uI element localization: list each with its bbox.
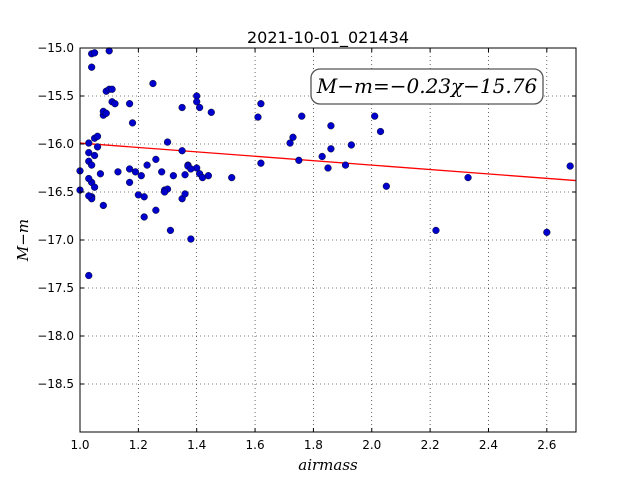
data-point xyxy=(140,213,148,221)
data-point xyxy=(432,226,440,235)
data-point xyxy=(178,147,186,155)
axis-ticks: 1.0 1.2 1.4 1.6 1.8 2.0 2.2 2.4 2.6 −15.0 −15.5 −16… xyxy=(37,41,576,452)
y-tick-label: −15.5 xyxy=(37,89,74,103)
data-point xyxy=(114,168,122,176)
y-tick-label: −18.0 xyxy=(37,329,74,343)
data-point xyxy=(128,119,137,127)
data-point xyxy=(131,168,140,176)
data-point xyxy=(102,109,110,117)
data-point xyxy=(324,164,332,172)
data-point xyxy=(85,149,93,157)
data-point xyxy=(543,228,551,236)
x-tick-label: 1.0 xyxy=(70,438,89,452)
x-tick-label: 1.2 xyxy=(129,438,148,452)
data-point xyxy=(566,162,574,170)
data-point xyxy=(93,143,102,151)
y-tick-label: −15.0 xyxy=(37,41,74,55)
data-point xyxy=(289,133,297,141)
data-point xyxy=(318,152,326,161)
y-tick-label: −18.5 xyxy=(37,377,74,391)
data-point xyxy=(254,113,262,121)
data-point xyxy=(88,63,96,71)
data-point xyxy=(85,174,93,183)
data-point xyxy=(464,174,472,182)
data-point xyxy=(152,206,160,214)
data-point xyxy=(163,138,172,146)
data-point xyxy=(96,170,105,178)
data-point xyxy=(382,182,390,190)
data-point xyxy=(193,98,201,106)
data-point xyxy=(257,159,265,167)
data-point xyxy=(295,156,303,164)
data-point xyxy=(99,201,107,210)
x-tick-label: 2.2 xyxy=(421,438,440,452)
y-tick-label: −17.0 xyxy=(37,233,74,247)
y-tick-label: −16.0 xyxy=(37,137,74,151)
data-point xyxy=(341,161,350,169)
fit-equation-box: M−m=−0.23χ−15.76 xyxy=(310,68,544,105)
data-point xyxy=(158,168,166,176)
data-point xyxy=(140,193,148,201)
x-tick-label: 1.8 xyxy=(304,438,323,452)
data-point xyxy=(126,100,134,108)
data-point xyxy=(298,112,306,120)
data-point xyxy=(85,192,93,200)
data-point xyxy=(90,151,99,160)
data-point xyxy=(204,172,212,180)
data-point xyxy=(286,139,294,147)
data-point xyxy=(178,103,186,112)
y-tick-label: −17.5 xyxy=(37,281,74,295)
data-point xyxy=(187,165,195,173)
data-point xyxy=(166,226,175,235)
data-point xyxy=(327,122,335,130)
data-point xyxy=(169,172,177,180)
data-point xyxy=(126,178,134,187)
x-axis-label: airmass xyxy=(298,456,358,474)
fit-line-layer xyxy=(79,142,577,182)
data-point xyxy=(85,271,93,280)
data-point xyxy=(347,141,355,149)
data-point xyxy=(149,79,157,88)
data-point xyxy=(371,112,379,120)
data-point xyxy=(207,108,215,116)
data-point xyxy=(85,139,93,147)
x-tick-label: 1.6 xyxy=(246,438,265,452)
data-point xyxy=(105,47,113,55)
data-point xyxy=(137,172,145,180)
x-tick-label: 2.6 xyxy=(537,438,556,452)
x-tick-label: 2.0 xyxy=(362,438,381,452)
data-points xyxy=(76,47,574,280)
fit-line xyxy=(79,142,577,182)
chart-title: 2021-10-01_021434 xyxy=(247,28,409,48)
x-tick-label: 1.4 xyxy=(187,438,206,452)
data-point xyxy=(152,155,160,163)
data-point xyxy=(90,49,99,57)
y-tick-label: −16.5 xyxy=(37,185,74,199)
fit-equation-text: M−m=−0.23χ−15.76 xyxy=(316,74,538,98)
data-point xyxy=(90,183,99,191)
data-point xyxy=(196,103,204,112)
fit-equation-frame xyxy=(310,68,544,105)
data-point xyxy=(111,100,119,108)
data-point xyxy=(181,171,189,179)
data-point xyxy=(143,161,151,169)
data-point xyxy=(228,174,236,182)
data-point xyxy=(88,161,96,169)
x-tick-label: 2.4 xyxy=(479,438,498,452)
data-point xyxy=(181,190,189,198)
data-point xyxy=(108,85,116,93)
data-point xyxy=(93,132,102,140)
data-point xyxy=(327,145,335,153)
data-point xyxy=(187,235,195,243)
data-point xyxy=(257,100,265,108)
data-point xyxy=(161,188,169,196)
y-axis-label: M−m xyxy=(14,219,32,262)
data-point xyxy=(376,127,385,136)
data-point xyxy=(126,165,134,173)
